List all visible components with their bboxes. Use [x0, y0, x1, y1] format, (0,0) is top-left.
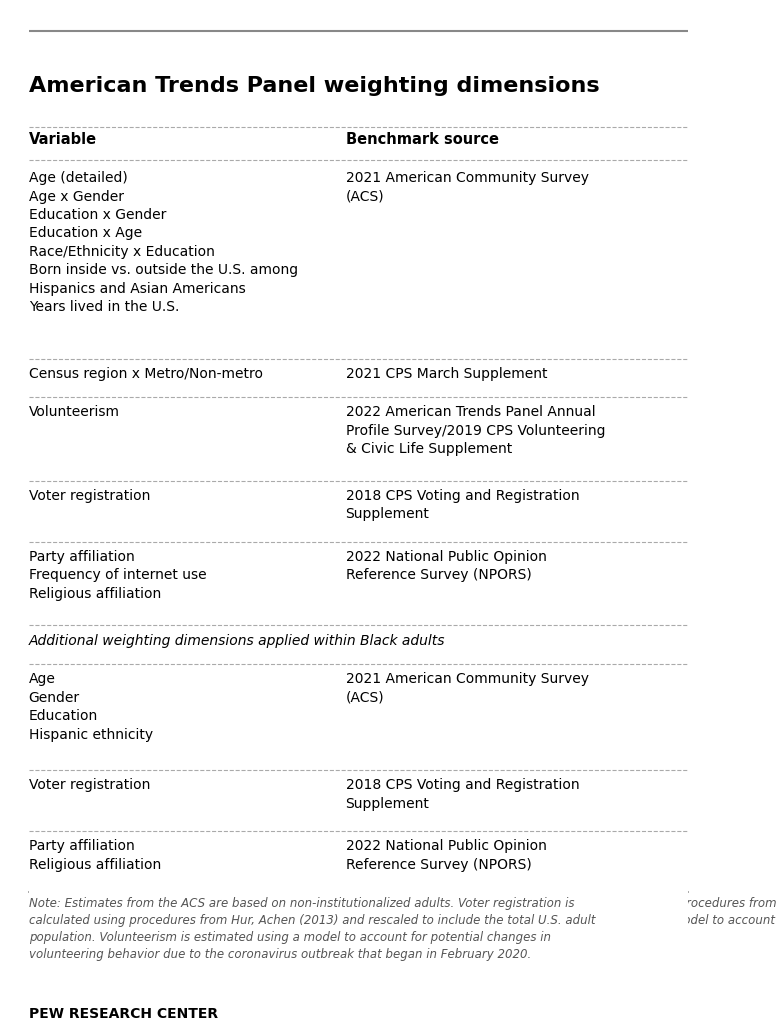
Text: Volunteerism: Volunteerism [29, 406, 119, 420]
Text: 2022 American Trends Panel Annual
Profile Survey/2019 CPS Volunteering
& Civic L: 2022 American Trends Panel Annual Profil… [345, 406, 605, 457]
Text: PEW RESEARCH CENTER: PEW RESEARCH CENTER [29, 1008, 218, 1022]
Text: Note: Estimates from the ACS are based on non-institutionalized adults. Voter re: Note: Estimates from the ACS are based o… [29, 897, 595, 962]
Text: Additional weighting dimensions applied within Black adults: Additional weighting dimensions applied … [29, 634, 445, 647]
Text: 2022 National Public Opinion
Reference Survey (NPORS): 2022 National Public Opinion Reference S… [345, 550, 547, 583]
Text: 2018 CPS Voting and Registration
Supplement: 2018 CPS Voting and Registration Supplem… [345, 489, 580, 521]
Text: Voter registration: Voter registration [29, 778, 150, 793]
Text: 2021 CPS March Supplement: 2021 CPS March Supplement [345, 367, 547, 381]
Text: Census region x Metro/Non-metro: Census region x Metro/Non-metro [29, 367, 262, 381]
Text: Benchmark source: Benchmark source [345, 132, 498, 147]
FancyBboxPatch shape [29, 887, 687, 997]
Text: Age
Gender
Education
Hispanic ethnicity: Age Gender Education Hispanic ethnicity [29, 673, 153, 741]
Text: Variable: Variable [29, 132, 97, 147]
Text: 2018 CPS Voting and Registration
Supplement: 2018 CPS Voting and Registration Supplem… [345, 778, 580, 811]
Text: 2022 National Public Opinion
Reference Survey (NPORS): 2022 National Public Opinion Reference S… [345, 840, 547, 871]
Text: Party affiliation
Frequency of internet use
Religious affiliation: Party affiliation Frequency of internet … [29, 550, 206, 601]
Text: Note: Estimates from the ACS are based on non-institutionalized adults. Voter re: Note: Estimates from the ACS are based o… [29, 897, 776, 944]
Text: 2021 American Community Survey
(ACS): 2021 American Community Survey (ACS) [345, 171, 589, 204]
Text: Age (detailed)
Age x Gender
Education x Gender
Education x Age
Race/Ethnicity x : Age (detailed) Age x Gender Education x … [29, 171, 298, 314]
Text: 2021 American Community Survey
(ACS): 2021 American Community Survey (ACS) [345, 673, 589, 705]
Text: American Trends Panel weighting dimensions: American Trends Panel weighting dimensio… [29, 77, 599, 96]
Text: Voter registration: Voter registration [29, 489, 150, 503]
Text: Party affiliation
Religious affiliation: Party affiliation Religious affiliation [29, 840, 161, 871]
